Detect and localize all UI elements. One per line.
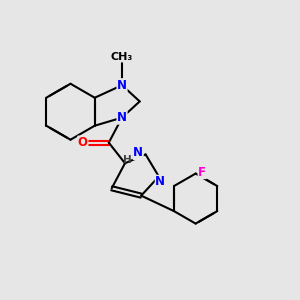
Text: N: N (155, 175, 165, 188)
Text: H: H (123, 155, 132, 165)
Text: F: F (198, 166, 206, 178)
Text: O: O (78, 136, 88, 149)
Text: N: N (117, 111, 127, 124)
Text: N: N (117, 79, 127, 92)
Text: CH₃: CH₃ (111, 52, 133, 62)
Text: N: N (133, 146, 143, 159)
